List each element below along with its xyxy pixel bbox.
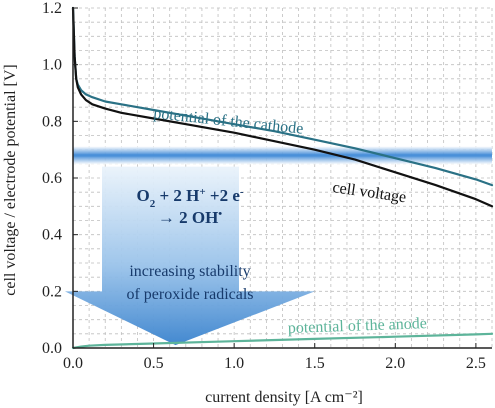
y-tick-label: 0.0 bbox=[42, 340, 62, 357]
y-tick-label: 0.4 bbox=[42, 227, 62, 244]
reaction-e-superscript: - bbox=[240, 186, 244, 198]
reaction-e: +2 e bbox=[206, 186, 241, 205]
y-axis-label: cell voltage / electrode potential [V] bbox=[2, 64, 19, 295]
y-tick-label: 0.6 bbox=[42, 170, 62, 187]
cell-voltage-curve-label: cell voltage bbox=[331, 179, 407, 206]
x-axis-label: current density [A cm⁻²] bbox=[205, 389, 363, 406]
cell-voltage-line bbox=[71, 6, 494, 208]
reaction-o2-subscript: 2 bbox=[150, 198, 156, 210]
reaction-h: + 2 H bbox=[155, 186, 199, 205]
stability-label-line2: of peroxide radicals bbox=[126, 286, 253, 303]
stability-label-line1: increasing stability bbox=[129, 263, 250, 280]
anode-curve-label: potential of the anode bbox=[288, 315, 428, 337]
reaction-equation-line2: → 2 OH• bbox=[158, 208, 222, 227]
reaction-o2: O bbox=[136, 186, 149, 205]
y-tick-label: 0.2 bbox=[42, 283, 62, 300]
anode-potential-line bbox=[71, 332, 494, 350]
threshold-band-layer bbox=[73, 146, 492, 165]
cathode-curve-label: potential of the cathode bbox=[153, 105, 305, 138]
reaction-h-superscript: + bbox=[199, 186, 205, 198]
x-tick-label: 1.0 bbox=[224, 355, 244, 372]
tick-label-layer: 0.0 0.5 1.0 1.5 2.0 2.5 0.0 0.2 0.4 0.6 0.8 1.0 1.2 bbox=[42, 0, 486, 372]
x-tick-label: 2.5 bbox=[466, 355, 486, 372]
x-tick-label: 1.5 bbox=[305, 355, 325, 372]
x-tick-label: 2.0 bbox=[385, 355, 405, 372]
reaction-equation-line1: O2 + 2 H+ +2 e- bbox=[136, 186, 243, 210]
curve-layer bbox=[71, 6, 494, 350]
reaction-oh: → 2 OH bbox=[158, 208, 218, 227]
arrow-layer bbox=[64, 166, 315, 346]
x-tick-label: 0.5 bbox=[144, 355, 164, 372]
y-tick-label: 1.2 bbox=[42, 0, 62, 17]
x-tick-label: 0.0 bbox=[63, 355, 83, 372]
y-tick-label: 1.0 bbox=[42, 57, 62, 74]
y-tick-label: 0.8 bbox=[42, 113, 62, 130]
reaction-oh-superscript: • bbox=[218, 208, 222, 220]
stability-arrow bbox=[64, 166, 315, 346]
